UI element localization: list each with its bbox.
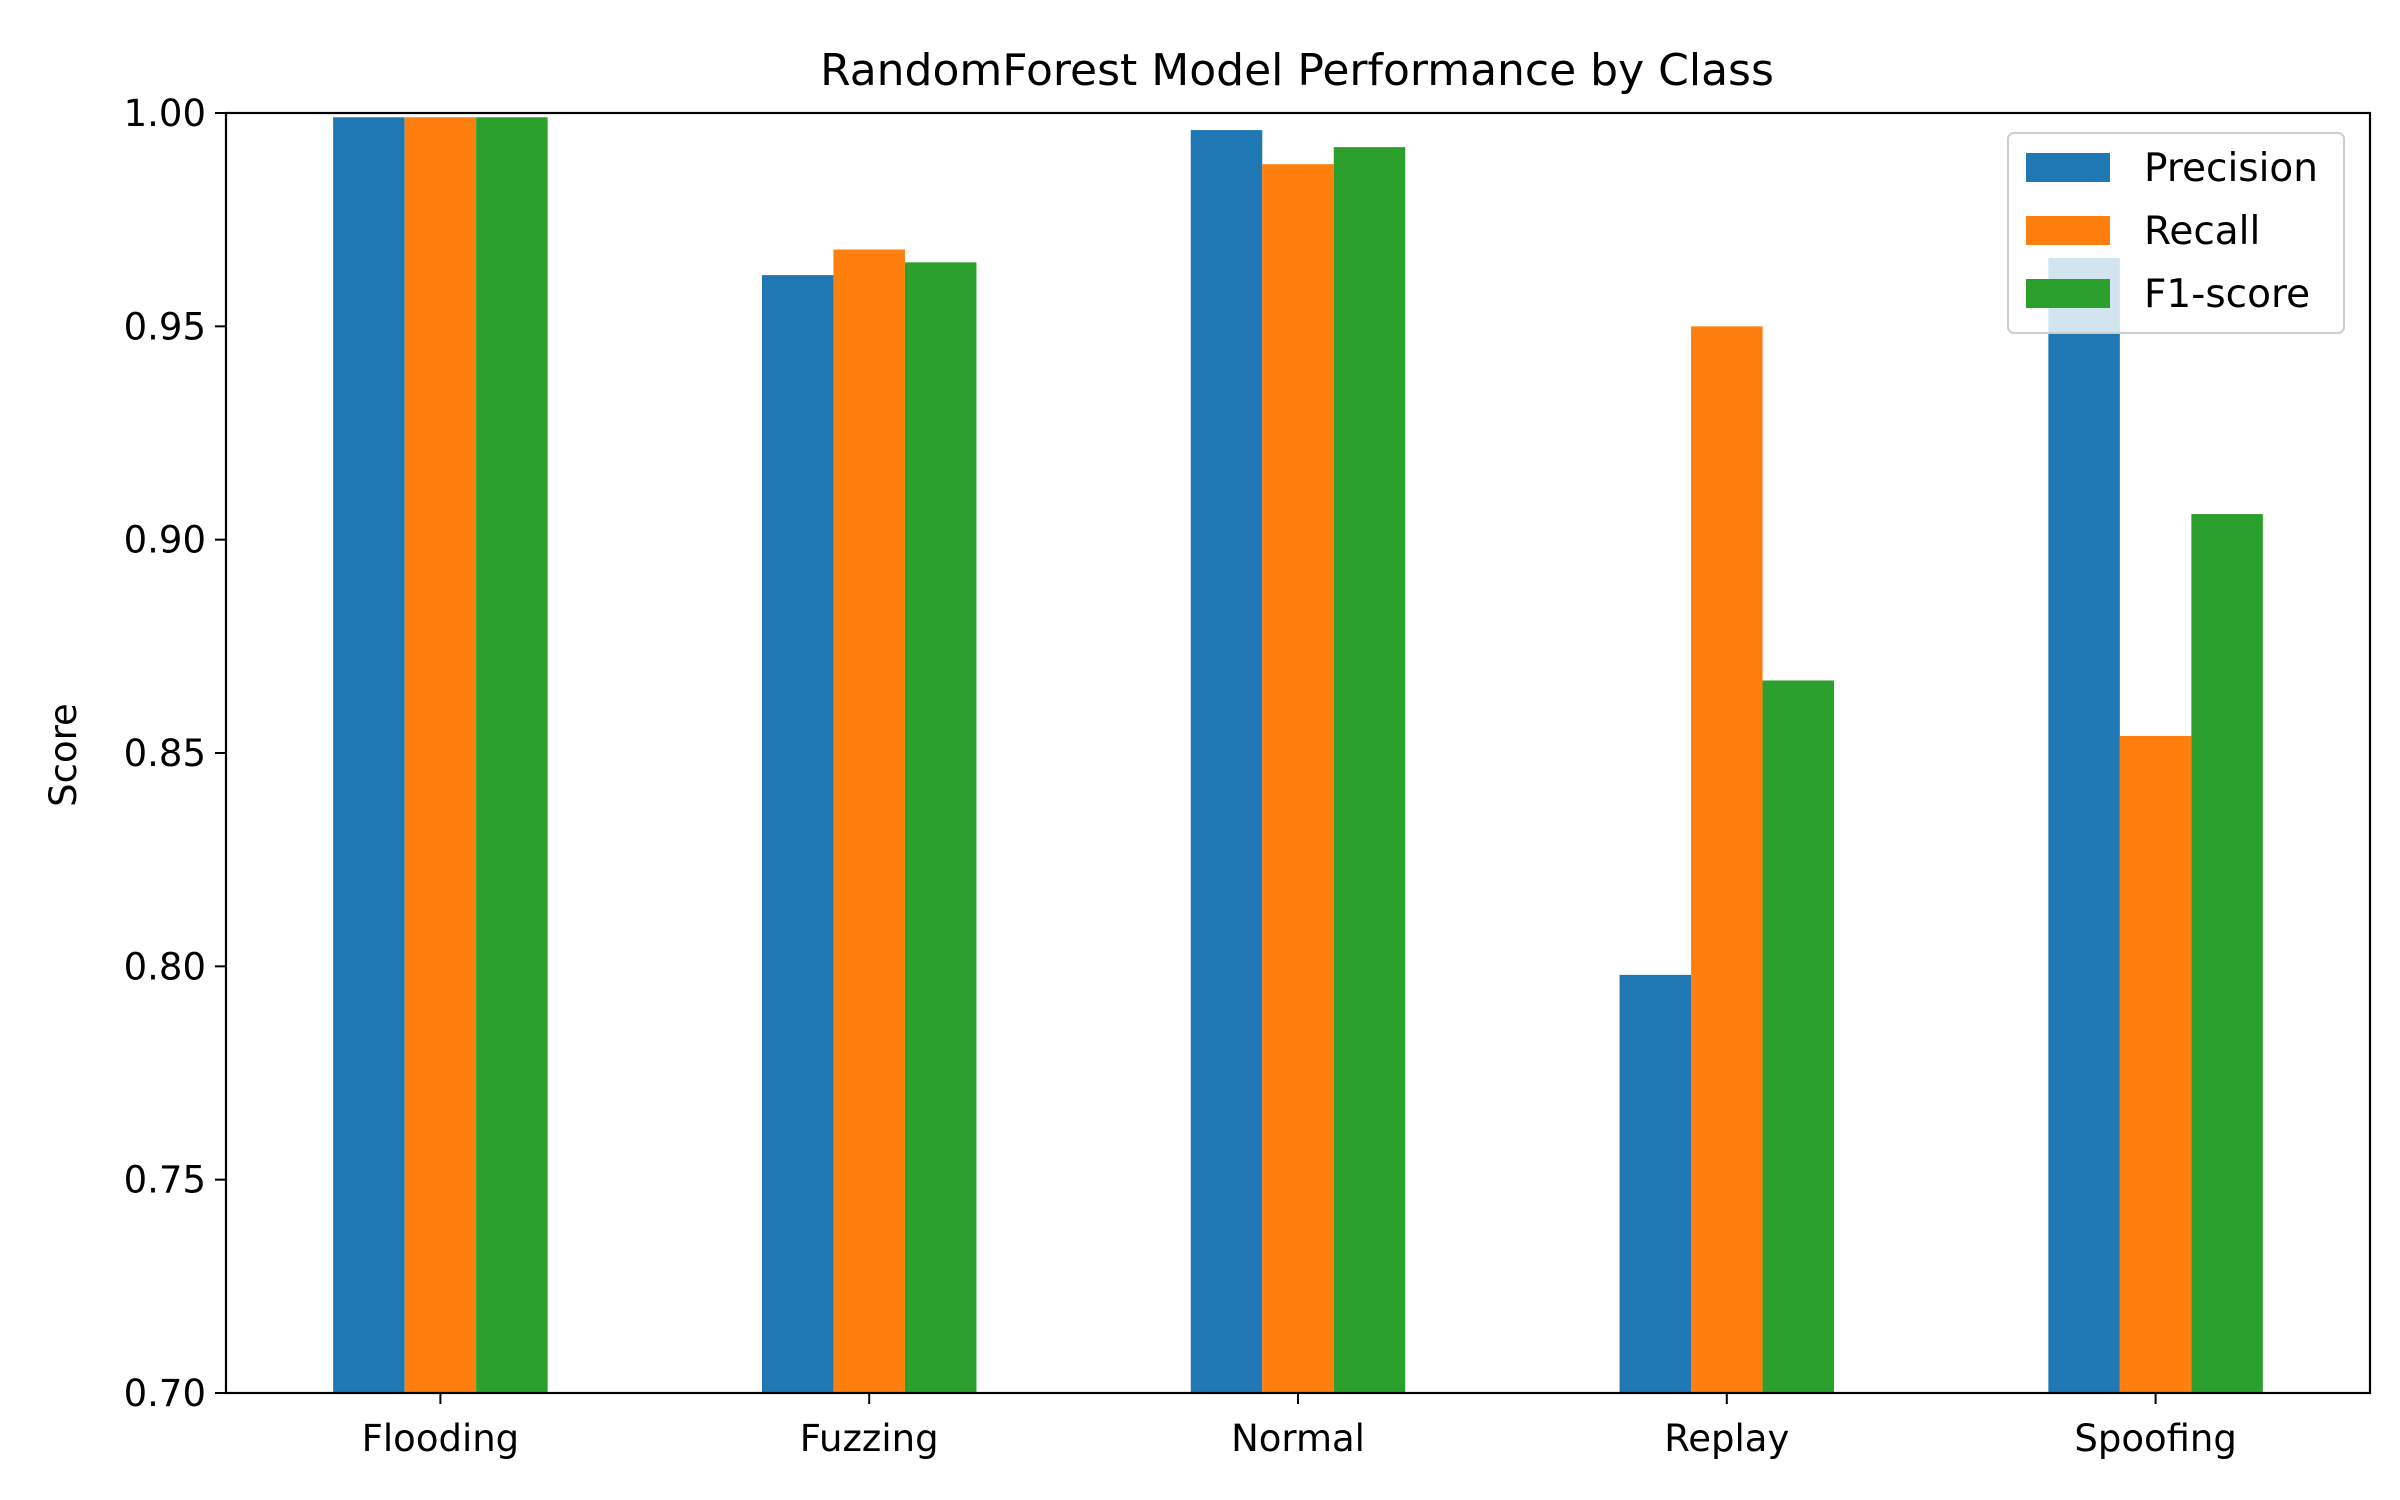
- bars-group: [333, 117, 2263, 1394]
- x-tick-label-normal: Normal: [1231, 1417, 1365, 1460]
- x-tick-label-replay: Replay: [1664, 1417, 1789, 1460]
- y-tick-label: 0.95: [124, 305, 206, 348]
- legend-label-f1-score: F1-score: [2144, 272, 2310, 317]
- bar-fuzzing-precision: [761, 275, 834, 1394]
- y-axis: 0.70 0.75 0.80 0.85 0.90 0.95 1.00: [124, 92, 226, 1415]
- bar-flooding-recall: [404, 117, 477, 1393]
- bar-spoofing-precision: [2048, 258, 2120, 1394]
- bar-spoofing-f1-score: [2191, 514, 2263, 1393]
- bar-spoofing-recall: [2119, 735, 2192, 1393]
- y-tick-label: 0.90: [124, 519, 206, 562]
- x-tick-label-flooding: Flooding: [362, 1417, 520, 1460]
- bar-normal-f1-score: [1333, 147, 1406, 1394]
- legend-swatch-f1-score: [2026, 279, 2110, 308]
- y-tick-label: 0.70: [124, 1372, 206, 1415]
- x-tick-label-fuzzing: Fuzzing: [800, 1417, 939, 1460]
- legend-swatch-recall: [2026, 216, 2110, 245]
- y-tick-label: 1.00: [124, 92, 206, 135]
- chart-title: RandomForest Model Performance by Class: [820, 45, 1774, 96]
- x-axis: Flooding Fuzzing Normal Replay Spoofing: [362, 1393, 2237, 1460]
- legend-swatch-precision: [2026, 153, 2110, 182]
- legend-label-recall: Recall: [2144, 209, 2260, 254]
- bar-flooding-f1-score: [476, 117, 548, 1393]
- y-axis-label: Score: [42, 703, 85, 807]
- legend: Precision Recall F1-score: [2007, 132, 2345, 334]
- bar-normal-precision: [1190, 130, 1263, 1394]
- x-tick-label-spoofing: Spoofing: [2074, 1417, 2237, 1460]
- y-tick-label: 0.75: [124, 1159, 206, 1202]
- bar-fuzzing-recall: [833, 249, 905, 1394]
- y-tick-label: 0.80: [124, 945, 206, 988]
- bar-normal-recall: [1262, 164, 1334, 1394]
- bar-replay-recall: [1691, 326, 1763, 1393]
- bar-fuzzing-f1-score: [904, 262, 977, 1393]
- y-tick-label: 0.85: [124, 732, 206, 775]
- bar-replay-f1-score: [1762, 680, 1835, 1393]
- legend-label-precision: Precision: [2144, 146, 2318, 191]
- bar-replay-precision: [1619, 974, 1692, 1393]
- bar-flooding-precision: [333, 117, 405, 1393]
